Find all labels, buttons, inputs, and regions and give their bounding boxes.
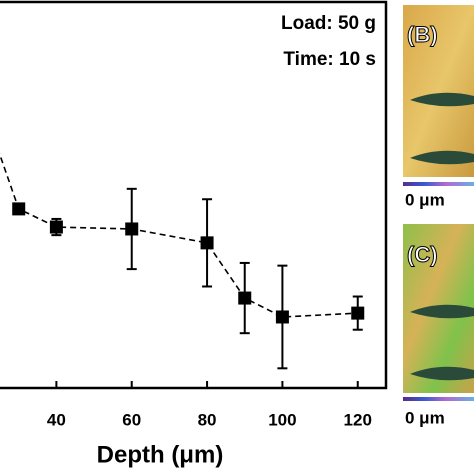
scale-label: 0 μm	[405, 190, 445, 209]
x-tick-label: 40	[47, 410, 66, 429]
x-tick-label: 100	[268, 410, 296, 429]
data-line	[0, 152, 358, 318]
data-point	[351, 306, 365, 320]
panel-label: (B)	[407, 22, 438, 47]
panel-image	[403, 5, 474, 177]
scale-label: 0 μm	[405, 408, 445, 427]
panel-b: (B) 0 μm	[403, 5, 474, 209]
indent	[410, 304, 474, 319]
data-point	[12, 202, 26, 216]
x-axis-label: Depth (μm)	[97, 441, 224, 468]
annotation: Load: 50 g	[281, 13, 376, 34]
x-axis: 40 60 80 100 120	[47, 381, 372, 429]
data-point	[125, 222, 139, 236]
data-point	[238, 291, 252, 305]
data-point	[49, 220, 63, 234]
data-point	[275, 310, 289, 324]
x-tick-label: 120	[344, 410, 372, 429]
panel-c: (C) 0 μm	[403, 224, 474, 427]
indent	[410, 92, 474, 107]
indent	[410, 150, 474, 165]
plot-frame	[0, 0, 388, 390]
panel-label: (C)	[407, 242, 438, 267]
annotation: Time: 10 s	[283, 49, 376, 70]
color-bar	[403, 182, 474, 186]
x-tick-label: 80	[198, 410, 217, 429]
indent	[410, 366, 474, 381]
data-point	[200, 236, 214, 250]
x-tick-label: 60	[122, 410, 141, 429]
color-bar	[403, 397, 474, 401]
plot-area	[0, 152, 365, 370]
